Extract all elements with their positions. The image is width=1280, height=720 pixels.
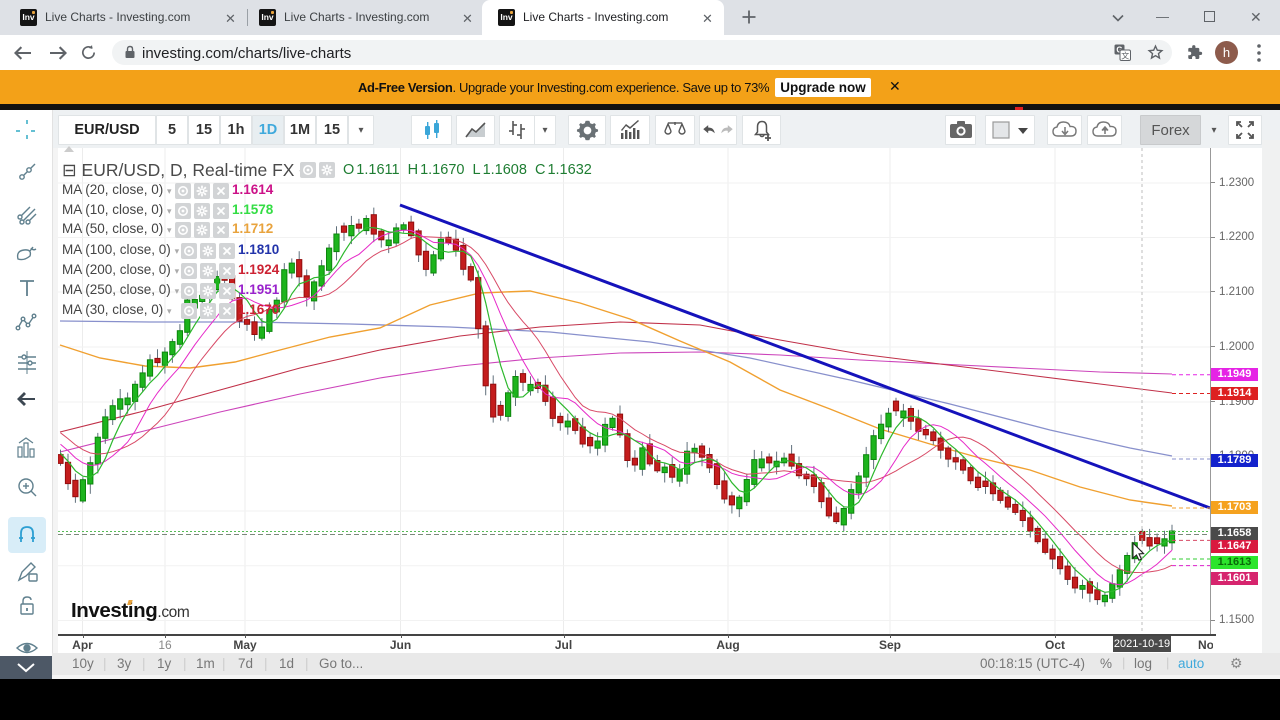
svg-text:G: G: [1116, 46, 1122, 55]
svg-text:文: 文: [1121, 51, 1129, 61]
